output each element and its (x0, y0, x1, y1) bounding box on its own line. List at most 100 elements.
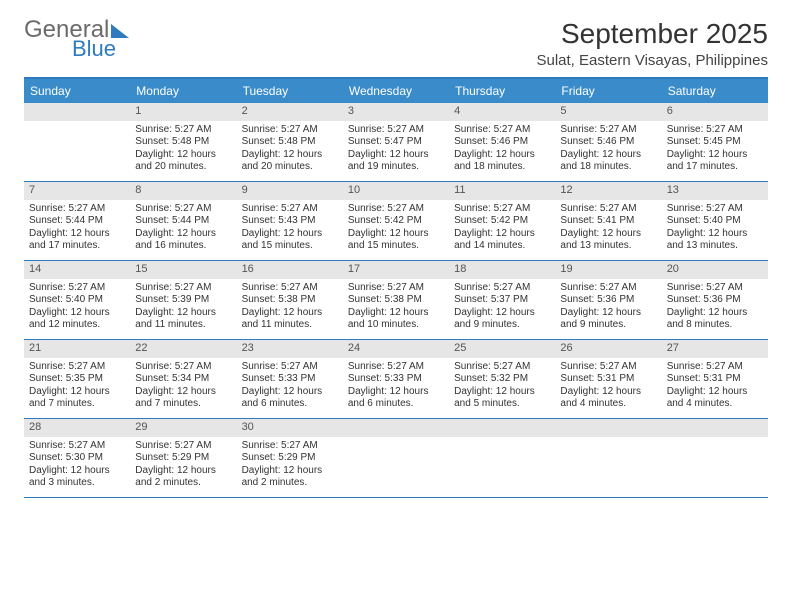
week-row: 28Sunrise: 5:27 AMSunset: 5:30 PMDayligh… (24, 419, 768, 498)
day-number: 14 (24, 261, 130, 279)
calendar-cell: 19Sunrise: 5:27 AMSunset: 5:36 PMDayligh… (555, 261, 661, 339)
calendar-cell: 3Sunrise: 5:27 AMSunset: 5:47 PMDaylight… (343, 103, 449, 181)
day-number: 20 (662, 261, 768, 279)
sunset-text: Sunset: 5:48 PM (242, 136, 338, 149)
sunrise-text: Sunrise: 5:27 AM (135, 124, 231, 137)
cell-body: Sunrise: 5:27 AMSunset: 5:29 PMDaylight:… (130, 437, 236, 494)
cell-body: Sunrise: 5:27 AMSunset: 5:39 PMDaylight:… (130, 279, 236, 336)
daylight-text: Daylight: 12 hours and 6 minutes. (242, 386, 338, 411)
calendar-cell: 1 Sunrise: 5:27 AMSunset: 5:48 PMDaylight… (130, 103, 236, 181)
daylight-text: Daylight: 12 hours and 11 minutes. (242, 307, 338, 332)
daylight-text: Daylight: 12 hours and 11 minutes. (135, 307, 231, 332)
sunrise-text: Sunrise: 5:27 AM (135, 203, 231, 216)
daylight-text: Daylight: 12 hours and 9 minutes. (560, 307, 656, 332)
cell-body: Sunrise: 5:27 AMSunset: 5:43 PMDaylight:… (237, 200, 343, 257)
daylight-text: Daylight: 12 hours and 15 minutes. (242, 228, 338, 253)
calendar-cell: 28Sunrise: 5:27 AMSunset: 5:30 PMDayligh… (24, 419, 130, 497)
dayhead-wednesday: Wednesday (343, 79, 449, 103)
day-number: 30 (237, 419, 343, 437)
calendar-cell: 12Sunrise: 5:27 AMSunset: 5:41 PMDayligh… (555, 182, 661, 260)
daylight-text: Daylight: 12 hours and 19 minutes. (348, 149, 444, 174)
sunrise-text: Sunrise: 5:27 AM (29, 361, 125, 374)
daylight-text: Daylight: 12 hours and 17 minutes. (667, 149, 763, 174)
daylight-text: Daylight: 12 hours and 20 minutes. (135, 149, 231, 174)
dayhead-sunday: Sunday (24, 79, 130, 103)
cell-body: Sunrise: 5:27 AMSunset: 5:47 PMDaylight:… (343, 121, 449, 178)
cell-body: Sunrise: 5:27 AMSunset: 5:38 PMDaylight:… (343, 279, 449, 336)
day-number: 7 (24, 182, 130, 200)
cell-body: Sunrise: 5:27 AMSunset: 5:31 PMDaylight:… (555, 358, 661, 415)
day-number: 23 (237, 340, 343, 358)
calendar-cell (449, 419, 555, 497)
sunset-text: Sunset: 5:45 PM (667, 136, 763, 149)
day-number: 25 (449, 340, 555, 358)
daylight-text: Daylight: 12 hours and 2 minutes. (135, 465, 231, 490)
day-number: 19 (555, 261, 661, 279)
calendar-cell: 11Sunrise: 5:27 AMSunset: 5:42 PMDayligh… (449, 182, 555, 260)
cell-body: Sunrise: 5:27 AMSunset: 5:41 PMDaylight:… (555, 200, 661, 257)
sunset-text: Sunset: 5:48 PM (135, 136, 231, 149)
sunrise-text: Sunrise: 5:27 AM (667, 282, 763, 295)
day-number: 9 (237, 182, 343, 200)
sunrise-text: Sunrise: 5:27 AM (454, 361, 550, 374)
day-number: 16 (237, 261, 343, 279)
sunrise-text: Sunrise: 5:27 AM (242, 361, 338, 374)
daylight-text: Daylight: 12 hours and 13 minutes. (560, 228, 656, 253)
title-block: September 2025 Sulat, Eastern Visayas, P… (536, 18, 768, 69)
daylight-text: Daylight: 12 hours and 12 minutes. (29, 307, 125, 332)
cell-body: Sunrise: 5:27 AMSunset: 5:30 PMDaylight:… (24, 437, 130, 494)
calendar-cell: 7Sunrise: 5:27 AMSunset: 5:44 PMDaylight… (24, 182, 130, 260)
sunrise-text: Sunrise: 5:27 AM (242, 440, 338, 453)
sunset-text: Sunset: 5:36 PM (560, 294, 656, 307)
day-number: 28 (24, 419, 130, 437)
calendar-cell: 2Sunrise: 5:27 AMSunset: 5:48 PMDaylight… (237, 103, 343, 181)
calendar-cell: 5Sunrise: 5:27 AMSunset: 5:46 PMDaylight… (555, 103, 661, 181)
day-number: 17 (343, 261, 449, 279)
day-number: 22 (130, 340, 236, 358)
sunrise-text: Sunrise: 5:27 AM (560, 203, 656, 216)
calendar-cell: 26Sunrise: 5:27 AMSunset: 5:31 PMDayligh… (555, 340, 661, 418)
daylight-text: Daylight: 12 hours and 4 minutes. (560, 386, 656, 411)
dayhead-monday: Monday (130, 79, 236, 103)
cell-body: Sunrise: 5:27 AMSunset: 5:31 PMDaylight:… (662, 358, 768, 415)
daylight-text: Daylight: 12 hours and 14 minutes. (454, 228, 550, 253)
daylight-text: Daylight: 12 hours and 17 minutes. (29, 228, 125, 253)
day-number (662, 419, 768, 437)
daylight-text: Daylight: 12 hours and 3 minutes. (29, 465, 125, 490)
sunrise-text: Sunrise: 5:27 AM (29, 440, 125, 453)
logo-text-blue: Blue (72, 38, 129, 60)
sunset-text: Sunset: 5:42 PM (454, 215, 550, 228)
sunrise-text: Sunrise: 5:27 AM (454, 282, 550, 295)
calendar-cell (555, 419, 661, 497)
daylight-text: Daylight: 12 hours and 18 minutes. (454, 149, 550, 174)
day-number: 1 (130, 103, 236, 121)
week-row: 1Sunrise: 5:27 AMSunset: 5:48 PMDaylight… (24, 103, 768, 182)
daylight-text: Daylight: 12 hours and 13 minutes. (667, 228, 763, 253)
cell-body: Sunrise: 5:27 AMSunset: 5:29 PMDaylight:… (237, 437, 343, 494)
sunset-text: Sunset: 5:35 PM (29, 373, 125, 386)
sunrise-text: Sunrise: 5:27 AM (348, 203, 444, 216)
calendar-cell: 20Sunrise: 5:27 AMSunset: 5:36 PMDayligh… (662, 261, 768, 339)
calendar-cell: 25Sunrise: 5:27 AMSunset: 5:32 PMDayligh… (449, 340, 555, 418)
sunset-text: Sunset: 5:38 PM (348, 294, 444, 307)
cell-body: Sunrise: 5:27 AMSunset: 5:36 PMDaylight:… (555, 279, 661, 336)
day-number: 12 (555, 182, 661, 200)
cell-body: Sunrise: 5:27 AMSunset: 5:42 PMDaylight:… (343, 200, 449, 257)
sunset-text: Sunset: 5:43 PM (242, 215, 338, 228)
sunrise-text: Sunrise: 5:27 AM (348, 124, 444, 137)
sunset-text: Sunset: 5:41 PM (560, 215, 656, 228)
calendar-cell: 8Sunrise: 5:27 AMSunset: 5:44 PMDaylight… (130, 182, 236, 260)
day-number: 5 (555, 103, 661, 121)
cell-body: Sunrise: 5:27 AMSunset: 5:46 PMDaylight:… (555, 121, 661, 178)
cell-body: Sunrise: 5:27 AMSunset: 5:35 PMDaylight:… (24, 358, 130, 415)
sunset-text: Sunset: 5:38 PM (242, 294, 338, 307)
calendar-cell: 6Sunrise: 5:27 AMSunset: 5:45 PMDaylight… (662, 103, 768, 181)
sunset-text: Sunset: 5:31 PM (560, 373, 656, 386)
calendar-cell: 17Sunrise: 5:27 AMSunset: 5:38 PMDayligh… (343, 261, 449, 339)
day-number: 4 (449, 103, 555, 121)
sunrise-text: Sunrise: 5:27 AM (454, 203, 550, 216)
logo-text-wrap: General Blue (24, 18, 129, 60)
week-row: 14Sunrise: 5:27 AMSunset: 5:40 PMDayligh… (24, 261, 768, 340)
sunrise-text: Sunrise: 5:27 AM (348, 361, 444, 374)
header: General Blue September 2025 Sulat, Easte… (24, 18, 768, 69)
